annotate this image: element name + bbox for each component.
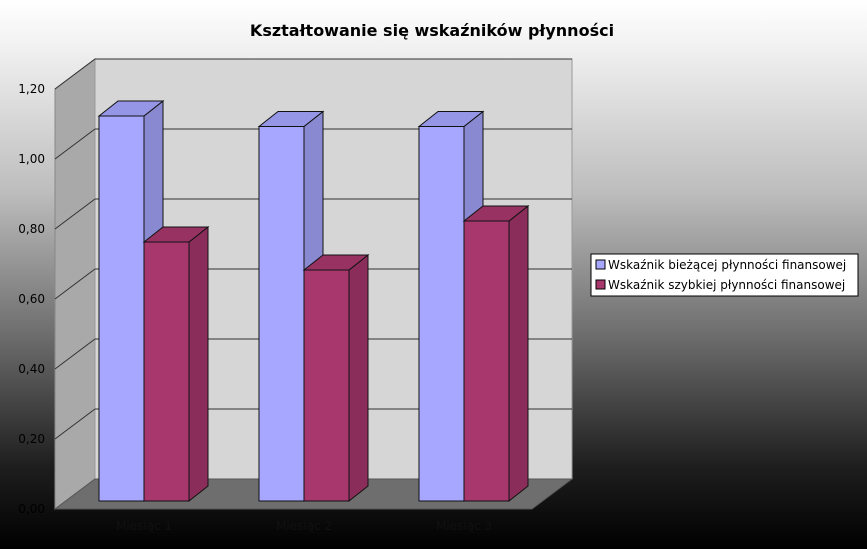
y-tick-label: 0,40 [18, 362, 45, 376]
x-tick-label: Miesiąc 1 [116, 519, 172, 533]
bars [97, 99, 530, 503]
bar-front [143, 241, 190, 502]
bar-side [188, 225, 209, 503]
y-axis-labels: 0,00 0,20 0,40 0,60 0,80 1,00 1,20 [18, 82, 45, 516]
y-tick-label: 0,20 [18, 432, 45, 446]
legend-swatch-quick-ratio [595, 279, 606, 290]
gridline-side [54, 408, 96, 440]
y-tick-label: 1,20 [18, 82, 45, 96]
gridline-side [54, 338, 96, 370]
bar-quick-2 [302, 253, 370, 503]
bar-front [463, 220, 510, 502]
bar-side [348, 253, 369, 503]
legend-swatch-current-ratio [595, 259, 606, 270]
chart-title: Kształtowanie się wskaźników płynności [250, 21, 614, 40]
bar-quick-3 [462, 204, 530, 503]
bar-front [258, 126, 305, 502]
legend-box [590, 253, 859, 297]
legend-label-current-ratio: Wskaźnik bieżącej płynności finansowej [608, 258, 846, 272]
gridline-side [54, 128, 96, 160]
bar-front [98, 115, 145, 502]
y-tick-label: 0,00 [18, 502, 45, 516]
x-tick-label: Miesiąc 3 [436, 519, 492, 533]
y-tick-label: 0,60 [18, 292, 45, 306]
legend: Wskaźnik bieżącej płynności finansowej W… [590, 253, 859, 297]
gridline-side [54, 58, 96, 90]
gridline-side [54, 268, 96, 300]
y-tick-label: 1,00 [18, 152, 45, 166]
x-tick-label: Miesiąc 2 [276, 519, 332, 533]
bar-front [418, 126, 465, 502]
bar-front [303, 269, 350, 502]
bar-quick-1 [142, 225, 210, 503]
legend-label-quick-ratio: Wskaźnik szybkiej płynności finansowej [608, 278, 845, 292]
bar-current-2 [257, 110, 325, 503]
x-axis-labels: Miesiąc 1 Miesiąc 2 Miesiąc 3 [116, 519, 492, 533]
y-tick-label: 0,80 [18, 222, 45, 236]
bar-side [508, 204, 529, 503]
gridline-side [54, 198, 96, 230]
